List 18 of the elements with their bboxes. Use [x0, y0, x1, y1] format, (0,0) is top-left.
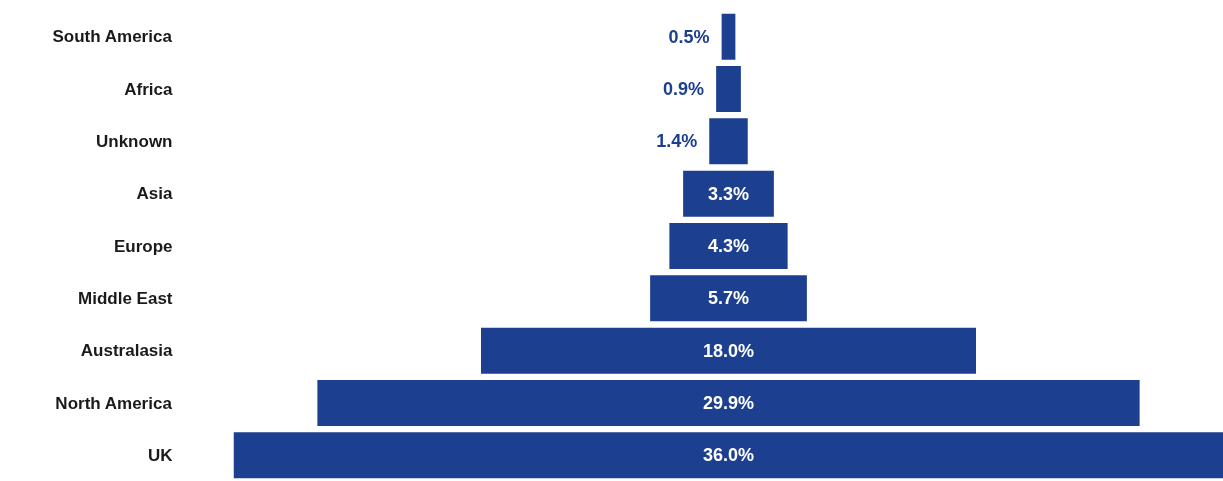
data-label: 18.0% — [702, 340, 755, 361]
category-label: Unknown — [96, 131, 173, 151]
category-label: Australasia — [80, 341, 174, 361]
category-label: South America — [52, 27, 173, 47]
data-label: 29.9% — [702, 393, 755, 413]
data-label: 0.5% — [668, 26, 710, 47]
data-label: 1.4% — [656, 131, 698, 152]
data-label: 0.9% — [663, 79, 705, 99]
category-label: Europe — [113, 236, 173, 256]
data-label: 36.0% — [702, 445, 755, 466]
data-label: 5.7% — [707, 288, 750, 309]
data-label: 4.3% — [707, 236, 750, 256]
category-label: Middle East — [78, 288, 173, 308]
data-label: 3.3% — [707, 183, 750, 204]
category-label: UK — [147, 445, 174, 465]
category-label: Africa — [124, 79, 174, 99]
category-label: North America — [55, 393, 173, 413]
category-label: Asia — [136, 184, 174, 204]
